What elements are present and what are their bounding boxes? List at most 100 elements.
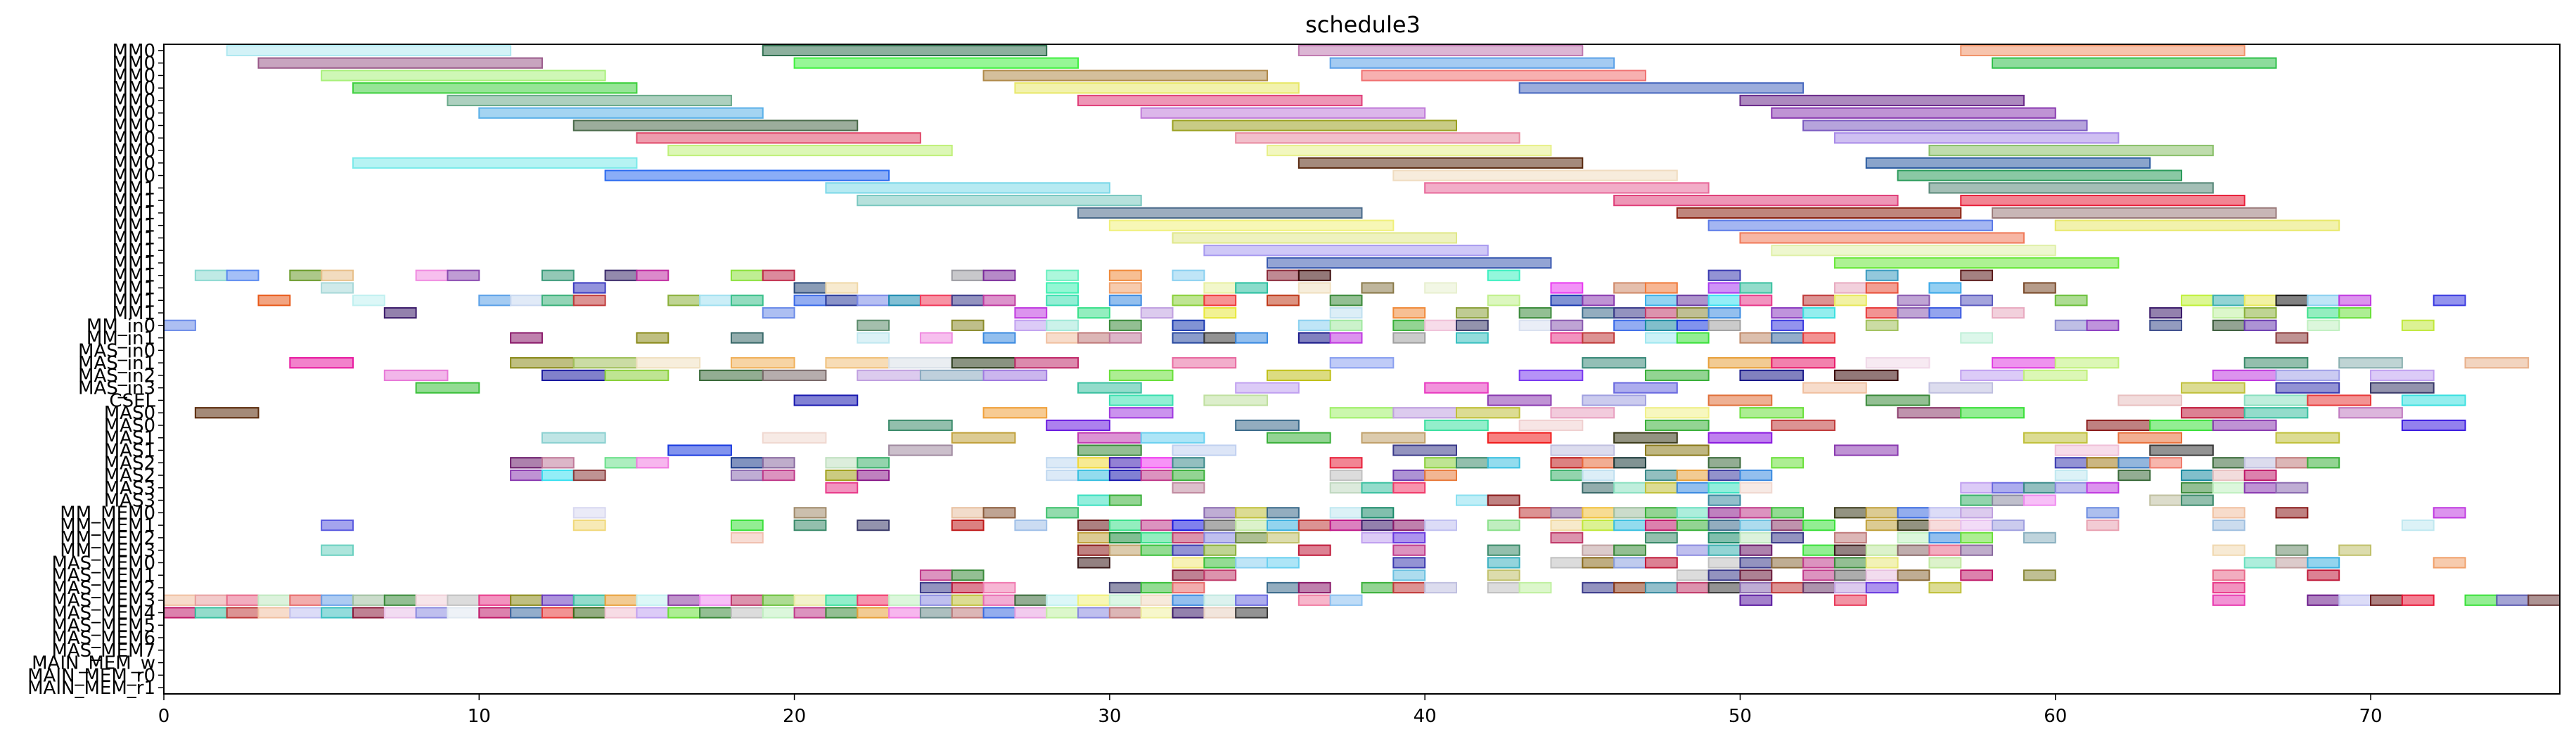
task-bar	[1644, 419, 1710, 432]
task-bar	[1014, 82, 1300, 94]
task-bar	[321, 520, 354, 531]
task-bar	[1960, 544, 1994, 556]
task-bar	[2212, 581, 2245, 594]
task-bar	[2023, 369, 2088, 381]
task-bar	[226, 607, 259, 619]
task-bar	[1455, 307, 1489, 319]
task-bar	[1707, 432, 1773, 444]
task-bar	[1582, 507, 1615, 519]
task-bar	[604, 169, 890, 181]
y-tick-label: MM_MEM3	[60, 541, 155, 562]
task-bar	[857, 607, 890, 619]
task-bar	[888, 295, 921, 307]
task-bar	[2243, 307, 2277, 319]
task-bar	[1865, 307, 1899, 319]
task-bar	[667, 594, 701, 606]
task-bar	[2086, 507, 2120, 519]
task-bar	[194, 407, 259, 419]
task-bar	[919, 581, 953, 594]
task-bar	[636, 357, 701, 369]
task-bar	[2370, 382, 2435, 394]
task-bar	[1140, 607, 1174, 619]
task-bar	[1865, 520, 1899, 531]
task-bar	[1172, 531, 1205, 543]
task-bar	[1771, 107, 2056, 119]
task-bar	[1140, 520, 1174, 531]
task-bar	[1172, 557, 1205, 569]
task-bar	[1833, 581, 1867, 594]
task-bar	[1960, 44, 2245, 56]
task-bar	[478, 594, 512, 606]
task-bar	[257, 607, 291, 619]
task-bar	[1108, 544, 1142, 556]
task-bar	[1203, 307, 1237, 319]
task-bar	[1992, 207, 2277, 219]
task-bar	[1172, 319, 1205, 331]
task-bar	[1707, 557, 1741, 569]
task-bar	[1992, 307, 2025, 319]
task-bar	[1014, 594, 1048, 606]
task-bar	[1140, 581, 1174, 594]
task-bar	[1077, 332, 1110, 344]
task-bar	[2243, 394, 2309, 406]
task-bar	[1203, 245, 1489, 257]
task-bar	[1235, 520, 1269, 531]
task-bar	[1707, 219, 1994, 231]
plot-frame	[163, 44, 2561, 695]
task-bar	[1613, 382, 1678, 394]
task-bar	[1865, 394, 1930, 406]
task-bar	[572, 594, 606, 606]
task-bar	[1582, 581, 1615, 594]
y-tick-label: MAS3	[104, 491, 155, 512]
chart-title: schedule3	[1305, 11, 1421, 38]
y-tick-label: MAS_in3	[78, 378, 155, 399]
task-bar	[982, 507, 1016, 519]
task-bar	[1077, 382, 1142, 394]
task-bar	[604, 269, 638, 281]
task-bar	[1108, 581, 1142, 594]
task-bar	[730, 269, 764, 281]
task-bar	[415, 269, 449, 281]
task-bar	[1707, 494, 1741, 506]
task-bar	[857, 520, 890, 531]
task-bar	[1172, 469, 1205, 482]
task-bar	[1707, 507, 1741, 519]
task-bar	[1267, 557, 1300, 569]
task-bar	[257, 295, 291, 307]
task-bar	[2086, 319, 2120, 331]
task-bar	[2212, 569, 2245, 581]
task-bar	[1297, 282, 1331, 294]
task-bar	[1329, 507, 1363, 519]
task-bar	[1108, 531, 1142, 543]
task-bar	[1739, 557, 1773, 569]
task-bar	[1897, 569, 1930, 581]
task-bar	[982, 594, 1016, 606]
task-bar	[1550, 520, 1584, 531]
task-bar	[1613, 520, 1646, 531]
task-bar	[2338, 307, 2372, 319]
task-bar	[1992, 520, 2025, 531]
task-bar	[1297, 520, 1331, 531]
task-bar	[2212, 319, 2245, 331]
task-bar	[226, 594, 259, 606]
task-bar	[2181, 295, 2214, 307]
task-bar	[1329, 307, 1363, 319]
task-bar	[2401, 520, 2435, 531]
y-tick-label: MM0	[113, 41, 155, 62]
task-bar	[1644, 520, 1678, 531]
task-bar	[541, 369, 606, 381]
task-bar	[1771, 245, 2056, 257]
task-bar	[2149, 457, 2183, 469]
task-bar	[1833, 257, 2120, 269]
task-bar	[1424, 282, 1457, 294]
task-bar	[1392, 557, 1426, 569]
task-bar	[1267, 295, 1300, 307]
task-bar	[2433, 557, 2466, 569]
x-tick-label: 30	[1098, 706, 1121, 727]
task-bar	[541, 607, 575, 619]
task-bar	[1297, 581, 1331, 594]
task-bar	[2464, 594, 2498, 606]
task-bar	[1046, 319, 1079, 331]
task-bar	[1707, 307, 1741, 319]
task-bar	[1739, 282, 1773, 294]
